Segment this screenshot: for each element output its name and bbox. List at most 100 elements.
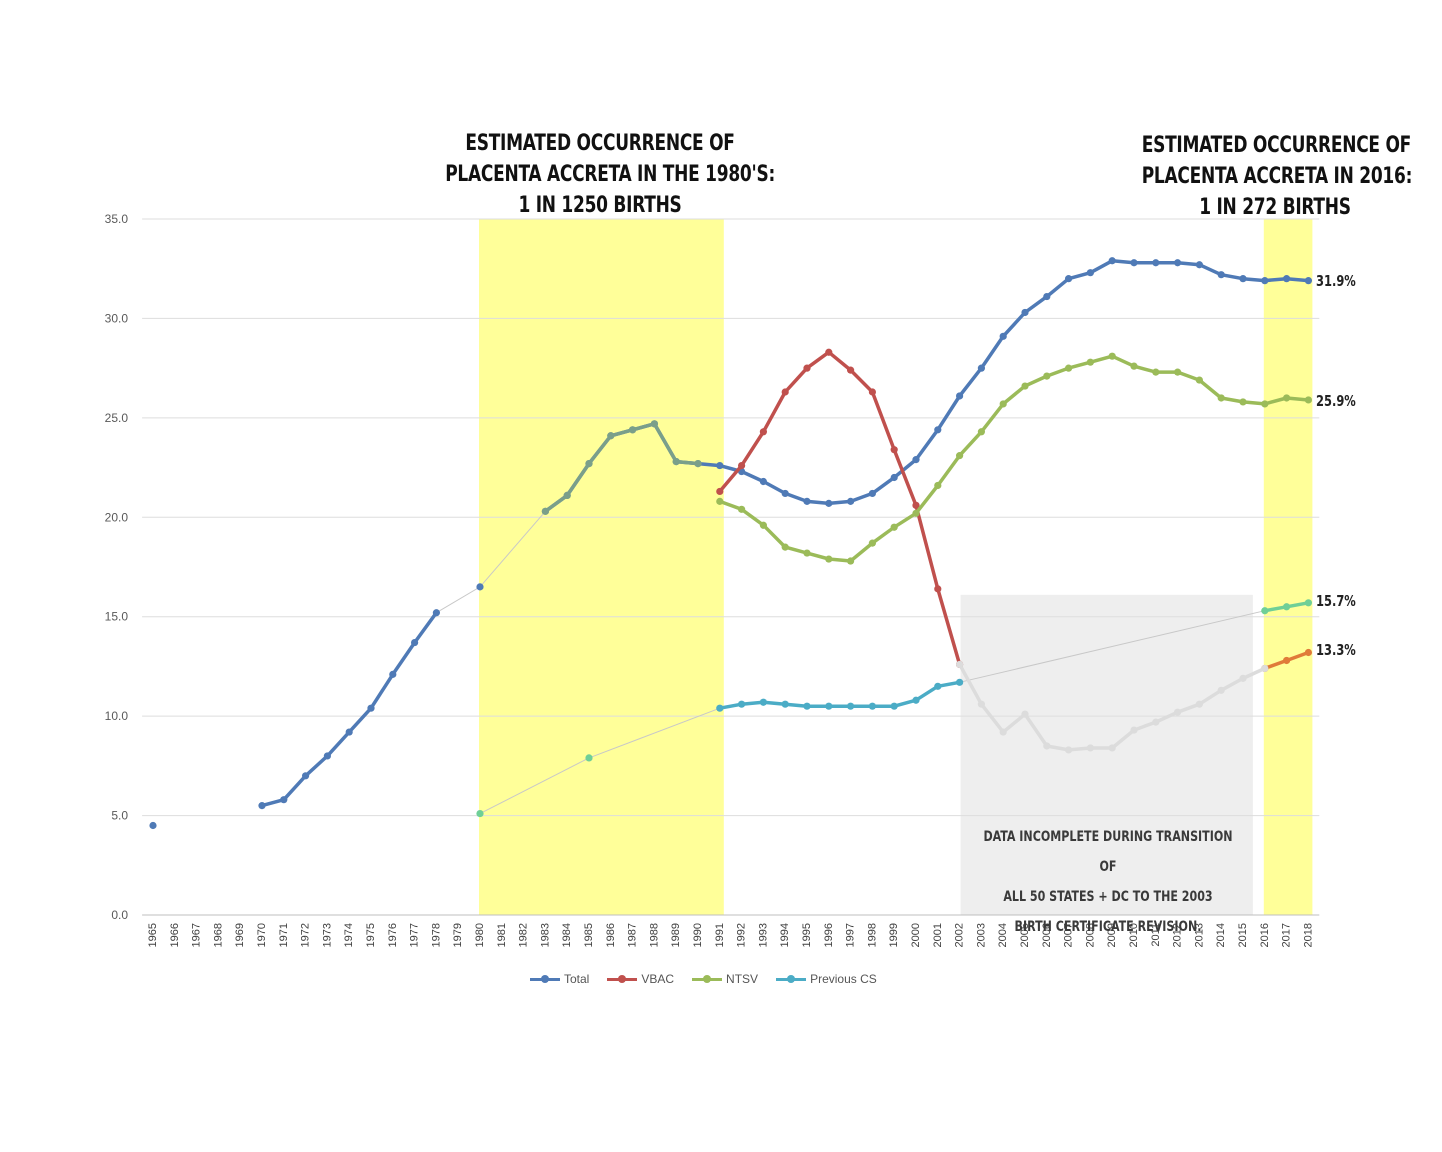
total-point-2011	[1152, 259, 1160, 267]
x-tick-label: 1983	[539, 923, 551, 947]
ntsv-point-2017	[1283, 394, 1291, 402]
ntsv-point-2013	[1195, 376, 1203, 384]
total-point-1977	[411, 638, 419, 647]
ntsv-point-2011	[1152, 368, 1160, 376]
end-label-vbac: 13.3%	[1316, 641, 1356, 659]
gridlines	[142, 218, 1320, 916]
ntsv-point-2006	[1043, 372, 1051, 380]
extra-1-point-2016	[1261, 607, 1269, 615]
note-line-1: DATA INCOMPLETE DURING TRANSITION OF	[983, 829, 1233, 875]
ntsv-point-2007	[1065, 364, 1073, 372]
ntsv-point-1996	[825, 555, 833, 563]
total-point-2003	[977, 364, 986, 372]
ntsv-point-2018	[1304, 396, 1312, 404]
x-tick-label: 2001	[932, 923, 944, 947]
y-tick-label: 25.0	[105, 411, 129, 425]
total-point-1965	[149, 821, 157, 830]
total-line-1	[260, 610, 439, 808]
total-point-1974	[345, 728, 353, 736]
total-point-2004	[999, 332, 1007, 340]
vbac-point-1999	[890, 446, 898, 454]
total-point-2008	[1086, 269, 1094, 277]
ntsv-point-2002	[956, 452, 964, 460]
x-tick-label: 1988	[648, 923, 660, 947]
total-point-1995	[803, 497, 811, 505]
total-point-1976	[389, 670, 397, 678]
total-point-1991	[716, 461, 724, 470]
x-tick-label: 1992	[736, 923, 748, 947]
x-tick-label: 2018	[1302, 923, 1314, 947]
ntsv-point-1991	[716, 497, 724, 505]
x-tick-label: 1970	[256, 923, 268, 947]
x-tick-label: 1976	[387, 923, 399, 947]
x-tick-label: 1975	[365, 923, 377, 947]
legend-swatch-total	[530, 974, 560, 983]
ntsv-point-2001	[934, 481, 942, 490]
extra-2-point-2017	[1283, 656, 1291, 665]
x-tick-label: 1991	[714, 923, 726, 947]
x-tick-label: 1984	[561, 923, 573, 947]
extra-3-point-2015	[1239, 674, 1247, 682]
vbac-line-0	[718, 350, 962, 667]
x-tick-label: 1995	[801, 923, 813, 947]
extra-3-point-2005	[1021, 710, 1029, 718]
total-point-1998	[868, 489, 877, 498]
legend-item-ntsv[interactable]: NTSV	[692, 972, 758, 986]
previous-cs-point-1993	[759, 698, 768, 706]
x-tick-label: 1966	[169, 923, 181, 947]
legend-item-vbac[interactable]: VBAC	[607, 972, 674, 986]
total-point-overlap-1985	[585, 459, 593, 468]
vbac-point-1998	[868, 388, 877, 396]
x-tick-label: 1990	[692, 923, 704, 947]
vbac-point-1996	[825, 348, 833, 356]
previous-cs-point-1998	[868, 702, 877, 710]
x-tick-label: 2009	[1106, 923, 1118, 947]
total-point-1993	[759, 477, 768, 486]
ntsv-point-2003	[977, 428, 986, 436]
ntsv-point-2009	[1108, 352, 1116, 360]
extra-3-point-2009	[1108, 744, 1116, 752]
vbac-point-1994	[781, 388, 789, 396]
extra-3-point-2007	[1065, 746, 1073, 754]
x-tick-label: 1985	[583, 923, 595, 947]
previous-cs-point-1995	[803, 702, 811, 710]
total-point-1994	[781, 489, 789, 498]
ntsv-point-1995	[803, 549, 811, 557]
vbac-point-1992	[738, 461, 746, 470]
end-label-total: 31.9%	[1316, 272, 1356, 290]
vbac-point-1997	[847, 366, 855, 374]
ntsv-point-2005	[1021, 382, 1029, 390]
legend-item-total[interactable]: Total	[530, 972, 589, 986]
total-point-1980	[476, 583, 484, 591]
x-tick-label: 1989	[670, 923, 682, 947]
total-point-2017	[1283, 275, 1291, 283]
total-point-1975	[367, 704, 375, 712]
x-tick-label: 1981	[496, 923, 508, 947]
x-tick-label: 1974	[343, 923, 355, 947]
heading-1980s-line-2: PLACENTA ACCRETA IN THE 1980'S:	[445, 162, 775, 187]
x-tick-label: 2010	[1128, 923, 1140, 947]
x-axis-ticks: 1965 1966 1967 1968 1969 1970 1971 1972 1973 1974…	[147, 923, 1314, 947]
x-tick-label: 1978	[430, 923, 442, 947]
legend-swatch-previous-cs	[776, 974, 807, 983]
ntsv-point-1993	[759, 521, 768, 529]
extra-3-point-2006	[1043, 742, 1051, 750]
extra-2-point-2018	[1304, 648, 1312, 657]
extra-3-point-2016	[1261, 664, 1269, 673]
extra-3-point-2014	[1217, 686, 1225, 694]
legend-label-total: Total	[564, 972, 590, 986]
extra-3-point-2004	[999, 728, 1007, 736]
ntsv-point-2004	[999, 400, 1007, 408]
ntsv-point-1994	[781, 543, 789, 551]
incomplete-data-note: DATA INCOMPLETE DURING TRANSITION OF ALL…	[976, 822, 1240, 942]
total-point-overlap-1987	[629, 426, 637, 434]
x-tick-label: 2015	[1237, 923, 1249, 947]
legend: Total VBAC NTSV Previous CS	[530, 972, 877, 986]
heading-2016: ESTIMATED OCCURRENCE OF PLACENTA ACCRETA…	[1142, 130, 1413, 223]
heading-1980s-line-1: ESTIMATED OCCURRENCE OF	[465, 131, 735, 156]
legend-item-previous-cs[interactable]: Previous CS	[776, 972, 877, 986]
x-tick-label: 2013	[1193, 923, 1205, 947]
x-tick-label: 1967	[191, 923, 203, 947]
total-point-1997	[847, 497, 855, 505]
vbac-point-1993	[759, 428, 768, 436]
